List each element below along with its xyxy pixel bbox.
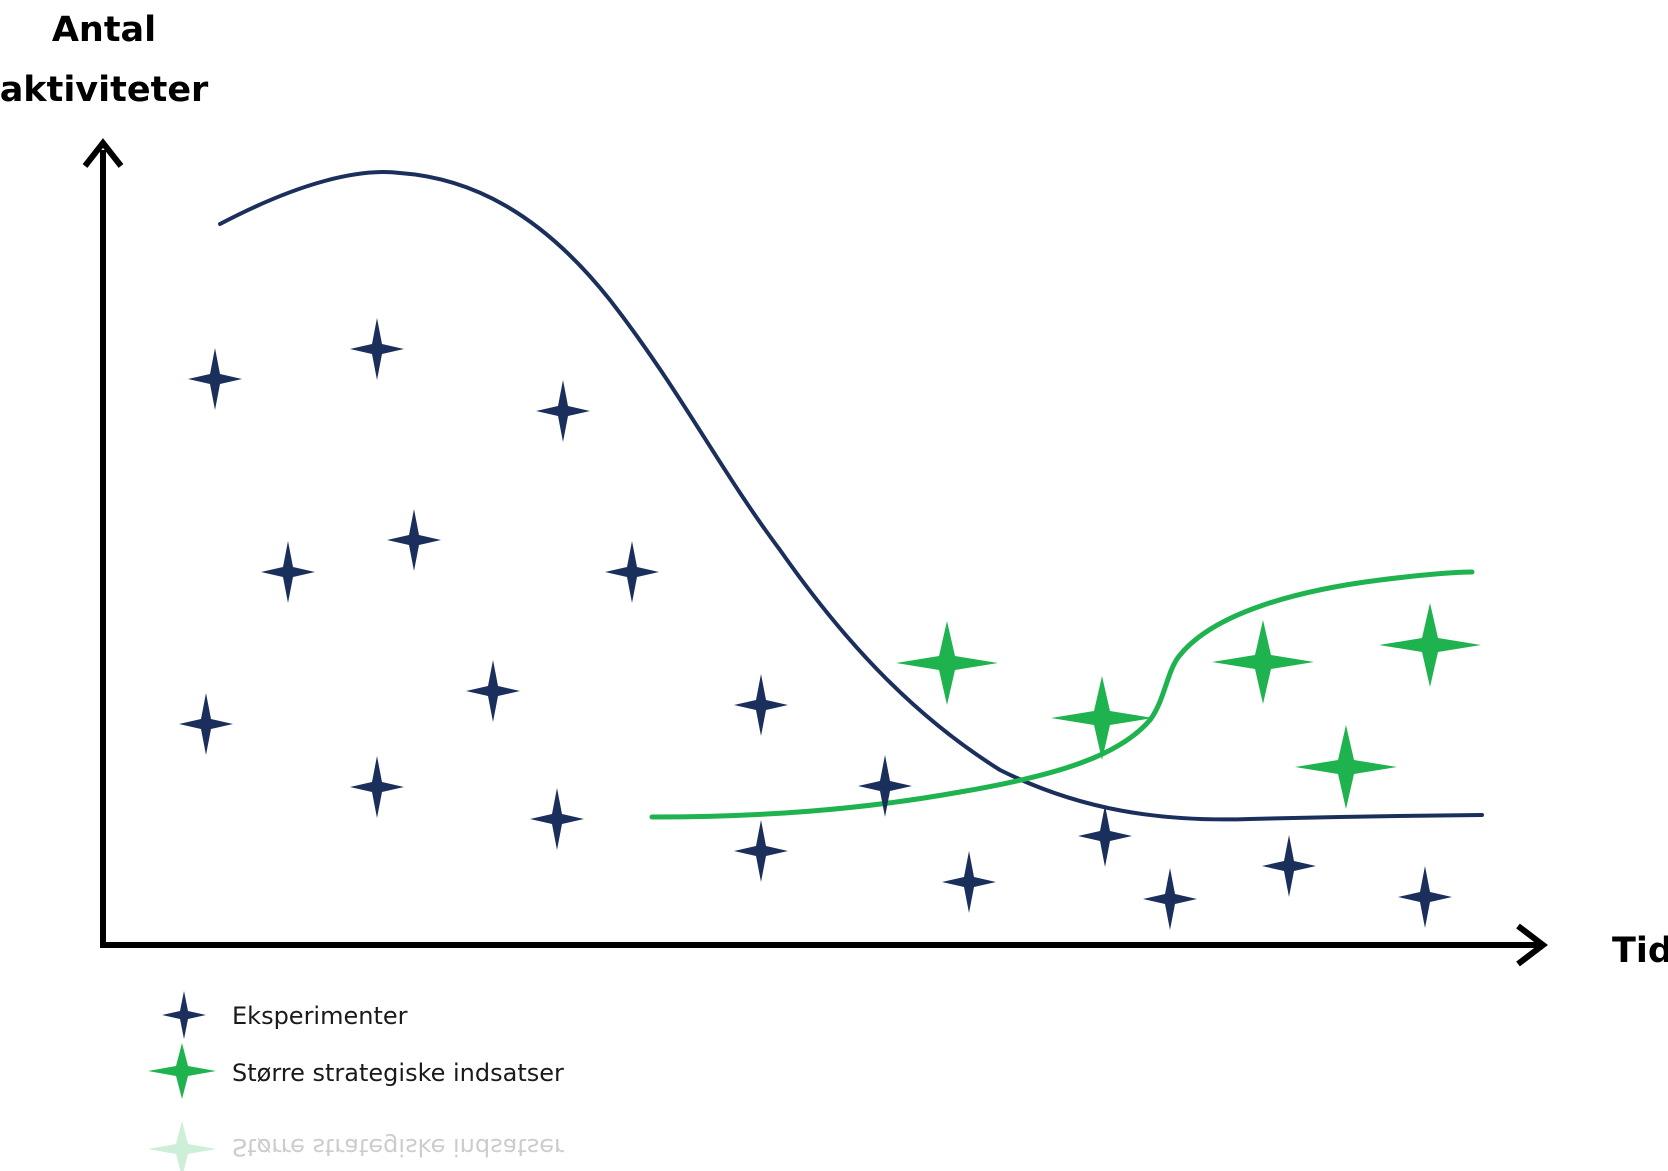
experiment-star-icon (734, 820, 788, 882)
experiment-star-icon (530, 788, 584, 850)
experiment-star-icon (350, 756, 404, 818)
green-four-point-star-reflection-icon (148, 1121, 216, 1171)
experiment-star-icon (179, 693, 233, 755)
x-axis-arrowhead (1516, 923, 1548, 967)
strategic-trend-curve (649, 569, 1475, 820)
strategic-star-icon (1212, 620, 1314, 704)
experiment-star-icon (188, 348, 242, 410)
legend: Eksperimenter Større strategiske indsats… (148, 991, 564, 1099)
experiment-star-icon (350, 318, 404, 380)
x-axis-title: Tid (1612, 931, 1668, 971)
experiment-star-icon (1078, 805, 1132, 867)
experiment-star-icon (261, 541, 315, 603)
y-axis-title-line1: Antal (52, 10, 156, 50)
y-axis-title-line2: aktiviteter (0, 70, 209, 110)
experiment-star-icon (466, 660, 520, 722)
experiment-markers (179, 318, 1452, 930)
strategic-star-icon (896, 621, 998, 705)
experiment-star-icon (1398, 866, 1452, 928)
green-four-point-star-icon (148, 1043, 216, 1099)
experiment-star-icon (734, 674, 788, 736)
experiment-star-icon (605, 541, 659, 603)
legend-reflection: Større strategiske indsatser (148, 1121, 564, 1171)
experiment-star-icon (387, 509, 441, 571)
legend-label-experiments: Eksperimenter (232, 1002, 408, 1030)
strategic-star-icon (1051, 676, 1153, 760)
strategic-star-icon (1295, 725, 1397, 809)
experiments-trend-curve (218, 170, 1484, 822)
strategic-star-icon (1379, 603, 1481, 687)
legend-label-strategic: Større strategiske indsatser (232, 1059, 564, 1087)
experiment-star-icon (536, 380, 590, 442)
strategic-markers (896, 603, 1481, 809)
legend-label-strategic-reflection: Større strategiske indsatser (232, 1133, 564, 1161)
experiment-star-icon (942, 851, 996, 913)
experiment-star-icon (858, 755, 912, 817)
navy-four-point-star-icon (162, 991, 206, 1039)
experiment-star-icon (1262, 835, 1316, 897)
experiment-star-icon (1143, 868, 1197, 930)
y-axis-arrowhead (82, 138, 124, 168)
